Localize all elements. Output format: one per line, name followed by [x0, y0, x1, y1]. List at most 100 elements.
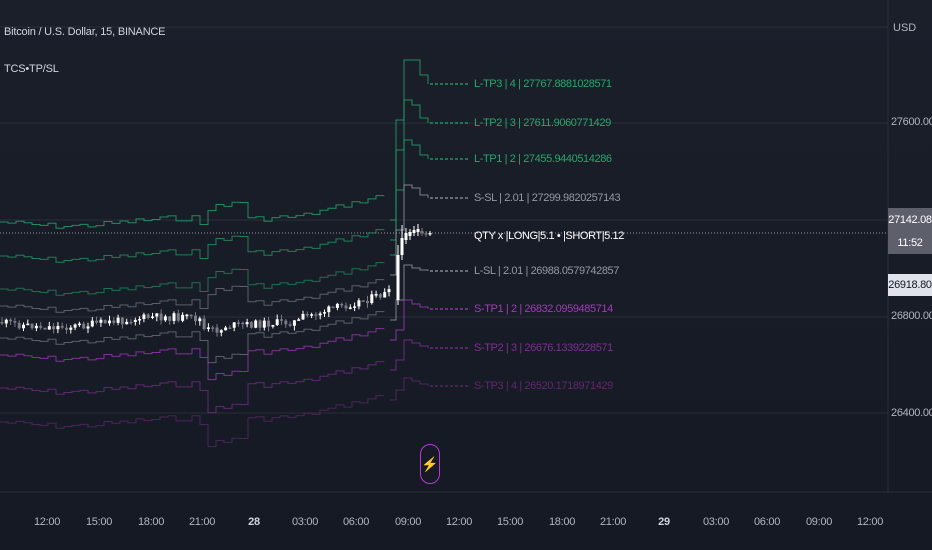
- candle-body: [82, 323, 86, 329]
- candle-body: [194, 315, 197, 322]
- candle-body: [408, 232, 412, 236]
- candle-body: [69, 327, 73, 330]
- candle-body: [228, 327, 232, 330]
- time-axis-label: 15:00: [85, 516, 113, 528]
- candle-body: [211, 327, 215, 329]
- candle-body: [323, 312, 326, 314]
- level-label-s-tp2: S-TP2 | 3 | 26676.1339228571: [474, 342, 613, 354]
- candle-body: [412, 230, 416, 233]
- candle-body: [129, 321, 133, 324]
- candle-body: [65, 327, 68, 330]
- level-label-s-tp1: S-TP1 | 2 | 26832.0959485714: [474, 303, 613, 315]
- candle-body: [0, 322, 4, 324]
- candle-body: [370, 294, 374, 304]
- candle-body: [120, 317, 124, 325]
- candle-body: [275, 319, 279, 326]
- candle-body: [284, 320, 288, 325]
- candle-body: [327, 306, 331, 313]
- candle-body: [30, 323, 34, 329]
- marker-price-box: 26918.80: [888, 274, 932, 296]
- candle-body: [267, 320, 271, 327]
- candle-body: [310, 314, 314, 316]
- candle-body: [185, 314, 189, 317]
- level-label-s-sl: S-SL | 2.01 | 27299.9820257143: [474, 192, 621, 204]
- candle-body: [125, 321, 129, 325]
- time-axis-label: 12:00: [445, 516, 473, 528]
- candle-body: [404, 233, 408, 240]
- time-axis-label: 03:00: [702, 516, 730, 528]
- candle-body: [155, 313, 159, 317]
- candle-body: [168, 316, 172, 321]
- symbol-title[interactable]: Bitcoin / U.S. Dollar, 15, BINANCE: [4, 26, 166, 38]
- candle-body: [73, 324, 77, 328]
- time-axis-label: 18:00: [548, 516, 576, 528]
- candle-body: [219, 330, 223, 333]
- candle-body: [4, 319, 8, 324]
- band-line: [390, 299, 429, 341]
- candle-body: [99, 319, 103, 323]
- time-axis-label: 06:00: [753, 516, 781, 528]
- candle-body: [142, 314, 146, 319]
- band-line: [390, 339, 429, 371]
- candle-body: [249, 322, 253, 328]
- currency-label[interactable]: USD: [893, 22, 917, 34]
- candle-body: [172, 313, 176, 321]
- lightning-icon[interactable]: ⚡: [420, 444, 440, 484]
- candle-body: [95, 320, 99, 323]
- candle-body: [103, 319, 107, 324]
- candle-body: [305, 313, 309, 316]
- time-axis-label: 12:00: [856, 516, 884, 528]
- candle-body: [271, 325, 275, 327]
- band-line: [0, 395, 385, 448]
- candle-body: [198, 318, 202, 322]
- candle-body: [13, 321, 17, 323]
- candle-body: [262, 320, 266, 328]
- candle-body: [318, 313, 322, 316]
- band-line: [0, 229, 385, 263]
- candle-body: [361, 300, 365, 302]
- candle-body: [420, 231, 424, 233]
- candle-body: [416, 229, 420, 232]
- candle-body: [34, 325, 38, 329]
- candle-body: [335, 303, 339, 308]
- band-line: [0, 195, 385, 229]
- candle-body: [146, 314, 150, 318]
- candle-body: [133, 319, 137, 322]
- level-label-l-tp2: L-TP2 | 3 | 27611.9060771429: [474, 117, 611, 129]
- candle-body: [245, 322, 249, 325]
- candle-body: [224, 327, 228, 331]
- last-price-box: 27142.08: [888, 208, 932, 232]
- candle-body: [288, 324, 292, 326]
- candle-body: [353, 306, 357, 308]
- candle-body: [292, 320, 296, 326]
- candle-body: [43, 327, 47, 330]
- candle-body: [374, 294, 378, 296]
- price-tick: 26400.00: [891, 407, 932, 419]
- level-label-s-tp3: S-TP3 | 4 | 26520.1718971429: [474, 380, 613, 392]
- candle-body: [26, 323, 30, 326]
- candle-body: [378, 294, 382, 298]
- time-axis-label: 28: [248, 516, 260, 528]
- level-label-l-tp3: L-TP3 | 4 | 27767.8881028571: [474, 78, 612, 90]
- candle-body: [331, 306, 335, 308]
- band-line: [390, 139, 429, 256]
- candle-body: [258, 320, 262, 328]
- time-axis-label: 12:00: [33, 516, 61, 528]
- candle-body: [138, 318, 142, 321]
- candle-body: [116, 317, 120, 323]
- candle-body: [387, 289, 391, 293]
- candle-body: [301, 313, 305, 320]
- candle-body: [241, 322, 245, 325]
- time-axis-label: 09:00: [805, 516, 833, 528]
- band-line: [0, 279, 385, 313]
- candle-body: [396, 255, 400, 300]
- candle-body: [108, 320, 111, 324]
- band-line: [0, 311, 385, 364]
- candle-body: [237, 322, 240, 324]
- candle-body: [348, 307, 352, 309]
- time-axis-label: 29: [658, 516, 670, 528]
- candle-body: [86, 326, 90, 329]
- indicator-legend[interactable]: TCS•TP/SL: [4, 63, 59, 75]
